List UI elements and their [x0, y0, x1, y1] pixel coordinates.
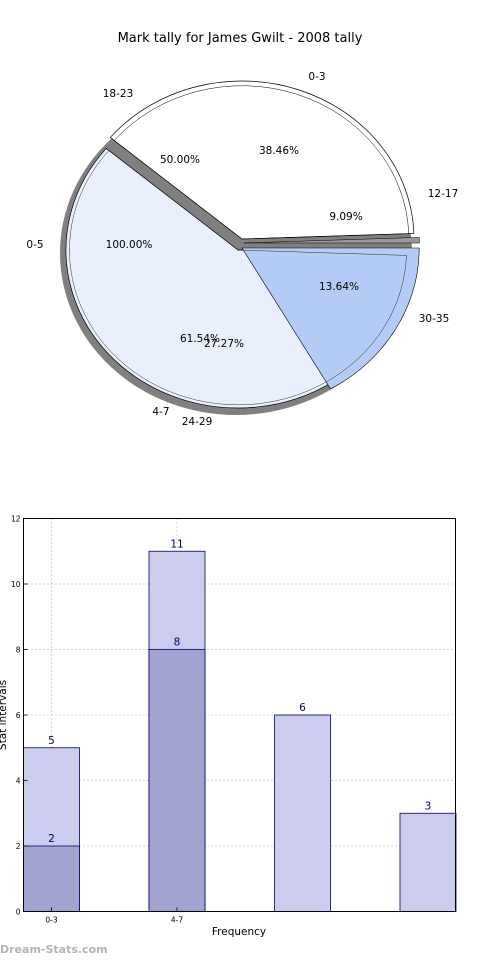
bar-total — [399, 812, 457, 912]
y-tick-label: 4 — [16, 777, 21, 786]
y-tick-label: 12 — [11, 515, 21, 524]
pie-percent-label: 13.64% — [319, 281, 359, 293]
x-axis-label: Frequency — [212, 926, 266, 938]
pie-category-label: 24-29 — [182, 416, 213, 428]
pie-percent-label: 27.27% — [204, 338, 244, 350]
pie-slice-inner-outline-lower — [69, 150, 407, 406]
y-tick-label: 0 — [16, 908, 21, 917]
pie-category-label: 30-35 — [419, 313, 450, 325]
bar-total — [274, 714, 331, 912]
pie-percent-label: 61.54% — [180, 333, 220, 345]
pie-chart: 18-23 0-3 12-17 0-5 30-35 4-7 24-29 50.00% 38.46… — [26, 71, 458, 428]
x-tick-label: 0-3 — [45, 916, 57, 925]
pie-category-label: 18-23 — [103, 88, 134, 100]
bar-value-label: 5 — [48, 735, 55, 747]
pie-category-label: 0-3 — [308, 71, 325, 83]
pie-labels: 18-23 0-3 12-17 0-5 30-35 4-7 24-29 50.00% 38.46… — [26, 71, 458, 428]
x-tick-label: 4-7 — [171, 916, 183, 925]
bar-bars — [23, 550, 457, 912]
bar-value-label: 2 — [48, 833, 55, 845]
pie-percent-label: 38.46% — [259, 145, 299, 157]
y-tick-label: 2 — [16, 842, 21, 851]
bar-partial — [148, 649, 206, 912]
y-tick-label: 6 — [16, 711, 21, 720]
bar-value-label: 11 — [170, 538, 183, 550]
bar-values: 5 2 11 8 6 3 — [48, 538, 431, 845]
y-axis-label: Stat intervals — [0, 680, 9, 750]
bar-grid — [23, 518, 456, 912]
bar-value-label: 3 — [425, 800, 432, 812]
y-tick-label: 10 — [11, 580, 21, 589]
pie-percent-label: 50.00% — [160, 154, 200, 166]
page-title: Mark tally for James Gwilt - 2008 tally — [117, 31, 363, 46]
bar-value-label: 6 — [299, 702, 306, 714]
pie-slice-12-17 — [243, 237, 420, 244]
y-tick-label: 8 — [16, 646, 21, 655]
pie-category-label: 0-5 — [26, 239, 43, 251]
bar-partial — [23, 845, 80, 912]
pie-slice-30-35 — [241, 247, 420, 390]
pie-percent-label: 100.00% — [106, 239, 153, 251]
pie-slices — [65, 80, 420, 409]
watermark: Dream-Stats.com — [0, 943, 108, 956]
bar-ticks: 0 2 4 6 8 10 12 0-3 4-7 — [11, 515, 183, 925]
bar-value-label: 8 — [174, 637, 181, 649]
pie-category-label: 12-17 — [428, 188, 459, 200]
pie-percent-label: 9.09% — [329, 211, 362, 223]
pie-slice-0-3 — [109, 80, 415, 240]
pie-category-label: 4-7 — [152, 406, 169, 418]
pie-slice-inner-outline — [113, 85, 409, 240]
